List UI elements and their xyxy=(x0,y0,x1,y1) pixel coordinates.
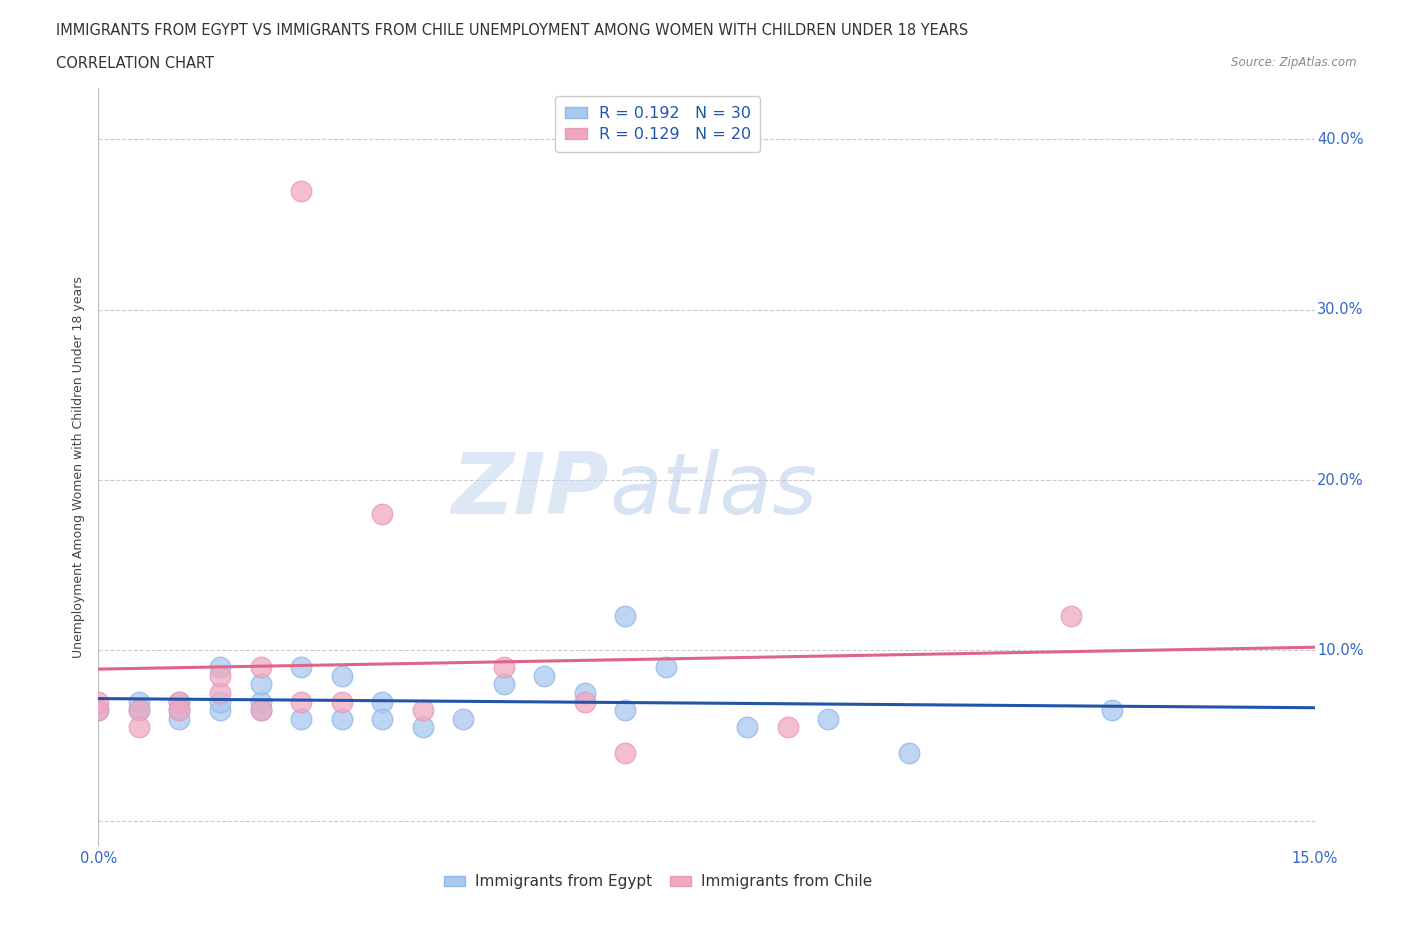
Point xyxy=(290,660,312,675)
Point xyxy=(249,702,271,717)
Text: ZIP: ZIP xyxy=(451,448,609,532)
Point xyxy=(412,720,434,735)
Point xyxy=(209,660,232,675)
Point xyxy=(1101,702,1123,717)
Point xyxy=(614,609,637,624)
Point xyxy=(87,694,110,709)
Point xyxy=(290,711,312,726)
Point xyxy=(290,183,312,198)
Text: CORRELATION CHART: CORRELATION CHART xyxy=(56,56,214,71)
Text: 20.0%: 20.0% xyxy=(1317,472,1364,487)
Point xyxy=(87,702,110,717)
Point xyxy=(898,745,921,760)
Point xyxy=(209,694,232,709)
Point xyxy=(574,685,596,700)
Point xyxy=(412,702,434,717)
Point xyxy=(614,745,637,760)
Point xyxy=(209,685,232,700)
Point xyxy=(169,711,191,726)
Text: 10.0%: 10.0% xyxy=(1317,643,1364,658)
Point xyxy=(87,702,110,717)
Point xyxy=(169,702,191,717)
Point xyxy=(371,711,394,726)
Point xyxy=(533,669,555,684)
Point xyxy=(169,694,191,709)
Point xyxy=(209,702,232,717)
Point xyxy=(290,694,312,709)
Point xyxy=(655,660,678,675)
Point xyxy=(371,507,394,522)
Point xyxy=(574,694,596,709)
Point xyxy=(735,720,758,735)
Point xyxy=(128,694,150,709)
Point xyxy=(330,669,353,684)
Point xyxy=(128,702,150,717)
Point xyxy=(1060,609,1083,624)
Point xyxy=(128,720,150,735)
Y-axis label: Unemployment Among Women with Children Under 18 years: Unemployment Among Women with Children U… xyxy=(72,276,86,658)
Point xyxy=(249,694,271,709)
Point xyxy=(492,660,515,675)
Text: 40.0%: 40.0% xyxy=(1317,132,1364,147)
Point xyxy=(776,720,799,735)
Point xyxy=(817,711,839,726)
Point xyxy=(371,694,394,709)
Legend: Immigrants from Egypt, Immigrants from Chile: Immigrants from Egypt, Immigrants from C… xyxy=(437,869,877,896)
Point xyxy=(492,677,515,692)
Point xyxy=(330,711,353,726)
Text: Source: ZipAtlas.com: Source: ZipAtlas.com xyxy=(1232,56,1357,69)
Point xyxy=(169,694,191,709)
Point xyxy=(249,702,271,717)
Point xyxy=(330,694,353,709)
Text: atlas: atlas xyxy=(609,448,817,532)
Point xyxy=(249,660,271,675)
Point xyxy=(249,677,271,692)
Point xyxy=(209,669,232,684)
Text: IMMIGRANTS FROM EGYPT VS IMMIGRANTS FROM CHILE UNEMPLOYMENT AMONG WOMEN WITH CHI: IMMIGRANTS FROM EGYPT VS IMMIGRANTS FROM… xyxy=(56,23,969,38)
Point xyxy=(128,702,150,717)
Point xyxy=(453,711,475,726)
Text: 30.0%: 30.0% xyxy=(1317,302,1364,317)
Point xyxy=(169,702,191,717)
Point xyxy=(614,702,637,717)
